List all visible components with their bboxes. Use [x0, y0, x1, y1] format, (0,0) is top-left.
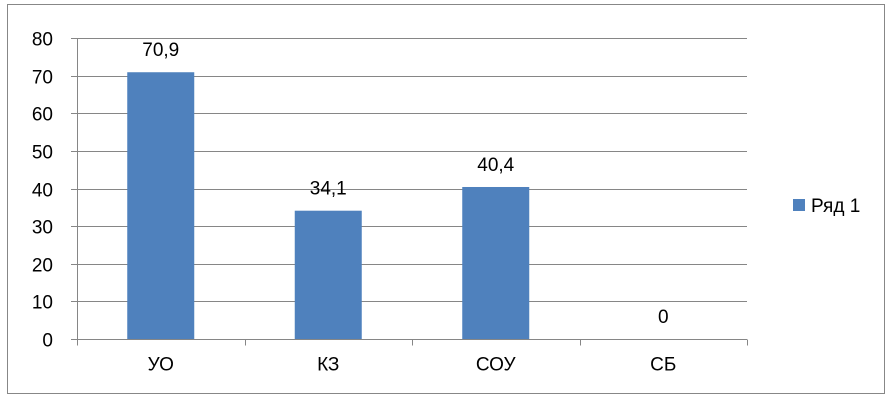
y-tick-labels: 0 10 20 30 40 50 60 70 80: [32, 30, 53, 352]
y-tick-label: 10: [32, 293, 53, 314]
bar: [127, 72, 195, 340]
data-label: 34,1: [310, 179, 347, 200]
y-tick-label: 50: [32, 143, 53, 164]
bar: [462, 186, 530, 339]
y-tick-label: 40: [32, 181, 53, 202]
x-tick-label: СБ: [650, 355, 676, 376]
x-tick-label: УО: [148, 355, 174, 376]
x-tick-label: СОУ: [476, 355, 517, 376]
y-tick-label: 70: [32, 68, 53, 89]
y-tick-label: 30: [32, 218, 53, 239]
bar: [294, 210, 362, 339]
y-tick-label: 80: [32, 30, 53, 51]
y-tick-label: 0: [42, 331, 53, 352]
axes: [71, 38, 748, 346]
data-label: 0: [658, 307, 669, 328]
x-tick-label: КЗ: [317, 355, 339, 376]
data-labels: 70,9 34,1 40,4 0: [142, 40, 668, 328]
y-tick-label: 20: [32, 256, 53, 277]
data-label: 70,9: [142, 40, 179, 61]
bars: [127, 72, 530, 340]
y-tick-label: 60: [32, 105, 53, 126]
legend-label: Ряд 1: [811, 196, 860, 217]
x-tick-labels: УО КЗ СОУ СБ: [148, 355, 677, 376]
legend: Ряд 1: [793, 196, 860, 217]
data-label: 40,4: [477, 155, 514, 176]
legend-swatch: [793, 199, 805, 211]
